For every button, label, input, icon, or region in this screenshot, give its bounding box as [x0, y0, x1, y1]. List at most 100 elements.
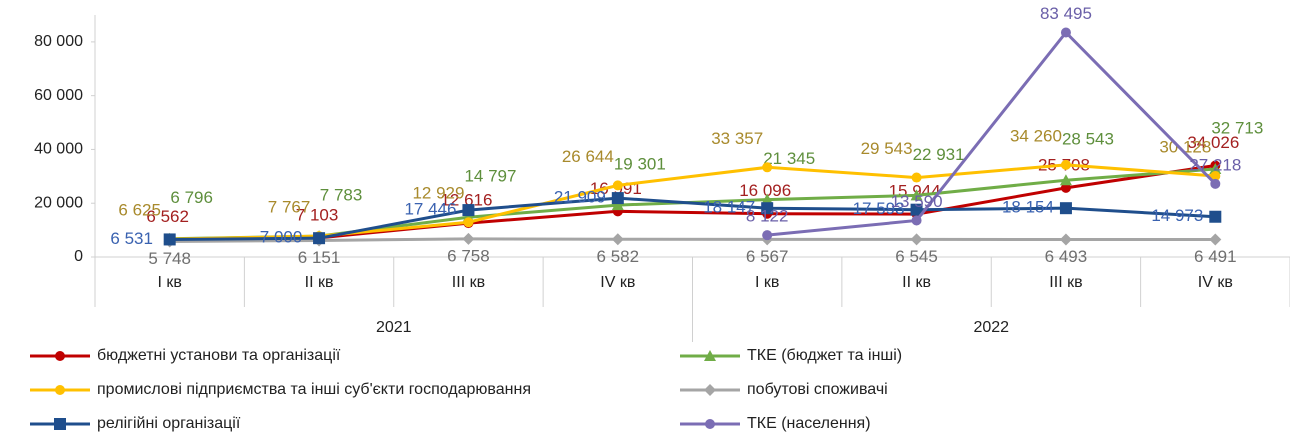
data-label: 6 491 [1194, 247, 1237, 266]
y-tick-label: 80 000 [34, 33, 83, 50]
data-point [1060, 182, 1071, 193]
data-label: 17 446 [404, 200, 456, 219]
data-label: 7 767 [268, 198, 311, 217]
series-line [169, 196, 1216, 241]
data-label: 7 783 [320, 186, 363, 205]
data-label: 34 026 [1187, 133, 1239, 152]
data-label: 14 973 [1151, 206, 1203, 225]
data-label: 7 103 [296, 205, 339, 224]
data-label: 14 797 [464, 167, 516, 186]
data-point [462, 204, 475, 217]
data-label: 6 562 [146, 207, 189, 226]
data-point [911, 172, 922, 183]
data-label: 34 260 [1010, 126, 1062, 145]
data-point [611, 192, 624, 205]
data-point [462, 232, 475, 245]
data-label: 13 590 [891, 192, 943, 211]
legend-marker [55, 385, 65, 395]
data-label: 21 345 [763, 149, 815, 168]
data-point [761, 193, 774, 205]
data-point [611, 233, 624, 246]
data-label: 17 593 [853, 199, 905, 218]
legend-label: промислові підприємства та інші суб'єкти… [97, 381, 531, 398]
data-point [1209, 233, 1222, 246]
x-tick-label: II кв [305, 274, 334, 291]
data-point [313, 232, 326, 245]
data-label: 12 616 [440, 191, 492, 210]
series-line [767, 30, 1217, 237]
x-tick-label: III кв [452, 274, 485, 291]
data-label: 16 096 [739, 181, 791, 200]
legend-marker [704, 384, 716, 396]
data-label: 83 495 [1040, 4, 1092, 23]
x-tick-label: IV кв [600, 274, 635, 291]
data-point [1059, 233, 1072, 246]
data-point [910, 203, 923, 216]
data-point [1060, 27, 1071, 38]
data-point [163, 233, 176, 246]
data-point [463, 217, 474, 228]
data-point [911, 215, 922, 226]
data-label: 5 748 [148, 249, 191, 268]
data-label: 6 545 [895, 247, 938, 266]
y-tick-label: 0 [74, 248, 83, 265]
series-line [169, 164, 1216, 241]
data-label: 7 000 [260, 228, 303, 247]
data-label: 32 713 [1211, 119, 1263, 138]
data-label: 8 122 [746, 207, 789, 226]
legend-marker [705, 419, 715, 429]
data-point [1060, 159, 1071, 170]
data-point [1209, 163, 1222, 175]
legend-label: ТКЕ (бюджет та інші) [747, 347, 902, 364]
data-label: 19 301 [614, 155, 666, 174]
series-line [169, 237, 1216, 244]
data-label: 6 493 [1045, 247, 1088, 266]
data-label: 22 931 [913, 145, 965, 164]
data-point [1059, 174, 1072, 186]
data-label: 29 543 [861, 139, 913, 158]
data-label: 6 758 [447, 246, 490, 265]
x-tick-label: III кв [1049, 274, 1082, 291]
data-point [612, 180, 623, 191]
data-point [761, 202, 774, 215]
data-label: 33 357 [711, 129, 763, 148]
legend-label: релігійні організації [97, 415, 241, 432]
data-point [910, 233, 923, 246]
data-point [1209, 210, 1222, 223]
y-tick-label: 20 000 [34, 194, 83, 211]
legend-marker [55, 351, 65, 361]
y-tick-label: 40 000 [34, 141, 83, 158]
y-tick-label: 60 000 [34, 87, 83, 104]
data-label: 18 154 [1002, 198, 1054, 217]
data-point [1210, 178, 1221, 189]
data-point [762, 162, 773, 173]
data-label: 21 909 [554, 188, 606, 207]
data-label: 12 929 [412, 184, 464, 203]
legend-label: побутові споживачі [747, 381, 888, 398]
group-label: 2022 [973, 319, 1009, 336]
data-label: 6 582 [597, 247, 640, 266]
x-tick-label: I кв [157, 274, 181, 291]
data-label: 28 543 [1062, 130, 1114, 149]
data-point [762, 230, 773, 241]
data-point [1059, 202, 1072, 215]
x-tick-label: I кв [755, 274, 779, 291]
legend-marker [704, 350, 716, 361]
legend-label: бюджетні установи та організації [97, 347, 341, 364]
x-tick-label: IV кв [1198, 274, 1233, 291]
data-label: 6 567 [746, 247, 789, 266]
data-point [910, 189, 923, 201]
x-tick-label: II кв [902, 274, 931, 291]
data-label: 6 796 [170, 188, 213, 207]
data-label: 6 531 [110, 229, 153, 248]
legend-marker [54, 418, 66, 430]
data-point [611, 199, 624, 211]
legend-label: ТКЕ (населення) [747, 415, 871, 432]
data-label: 27 218 [1189, 155, 1241, 174]
data-label: 6 625 [118, 201, 161, 220]
data-label: 6 151 [298, 248, 341, 267]
data-label: 18 147 [703, 198, 755, 217]
data-point [1210, 170, 1221, 181]
group-label: 2021 [376, 319, 412, 336]
